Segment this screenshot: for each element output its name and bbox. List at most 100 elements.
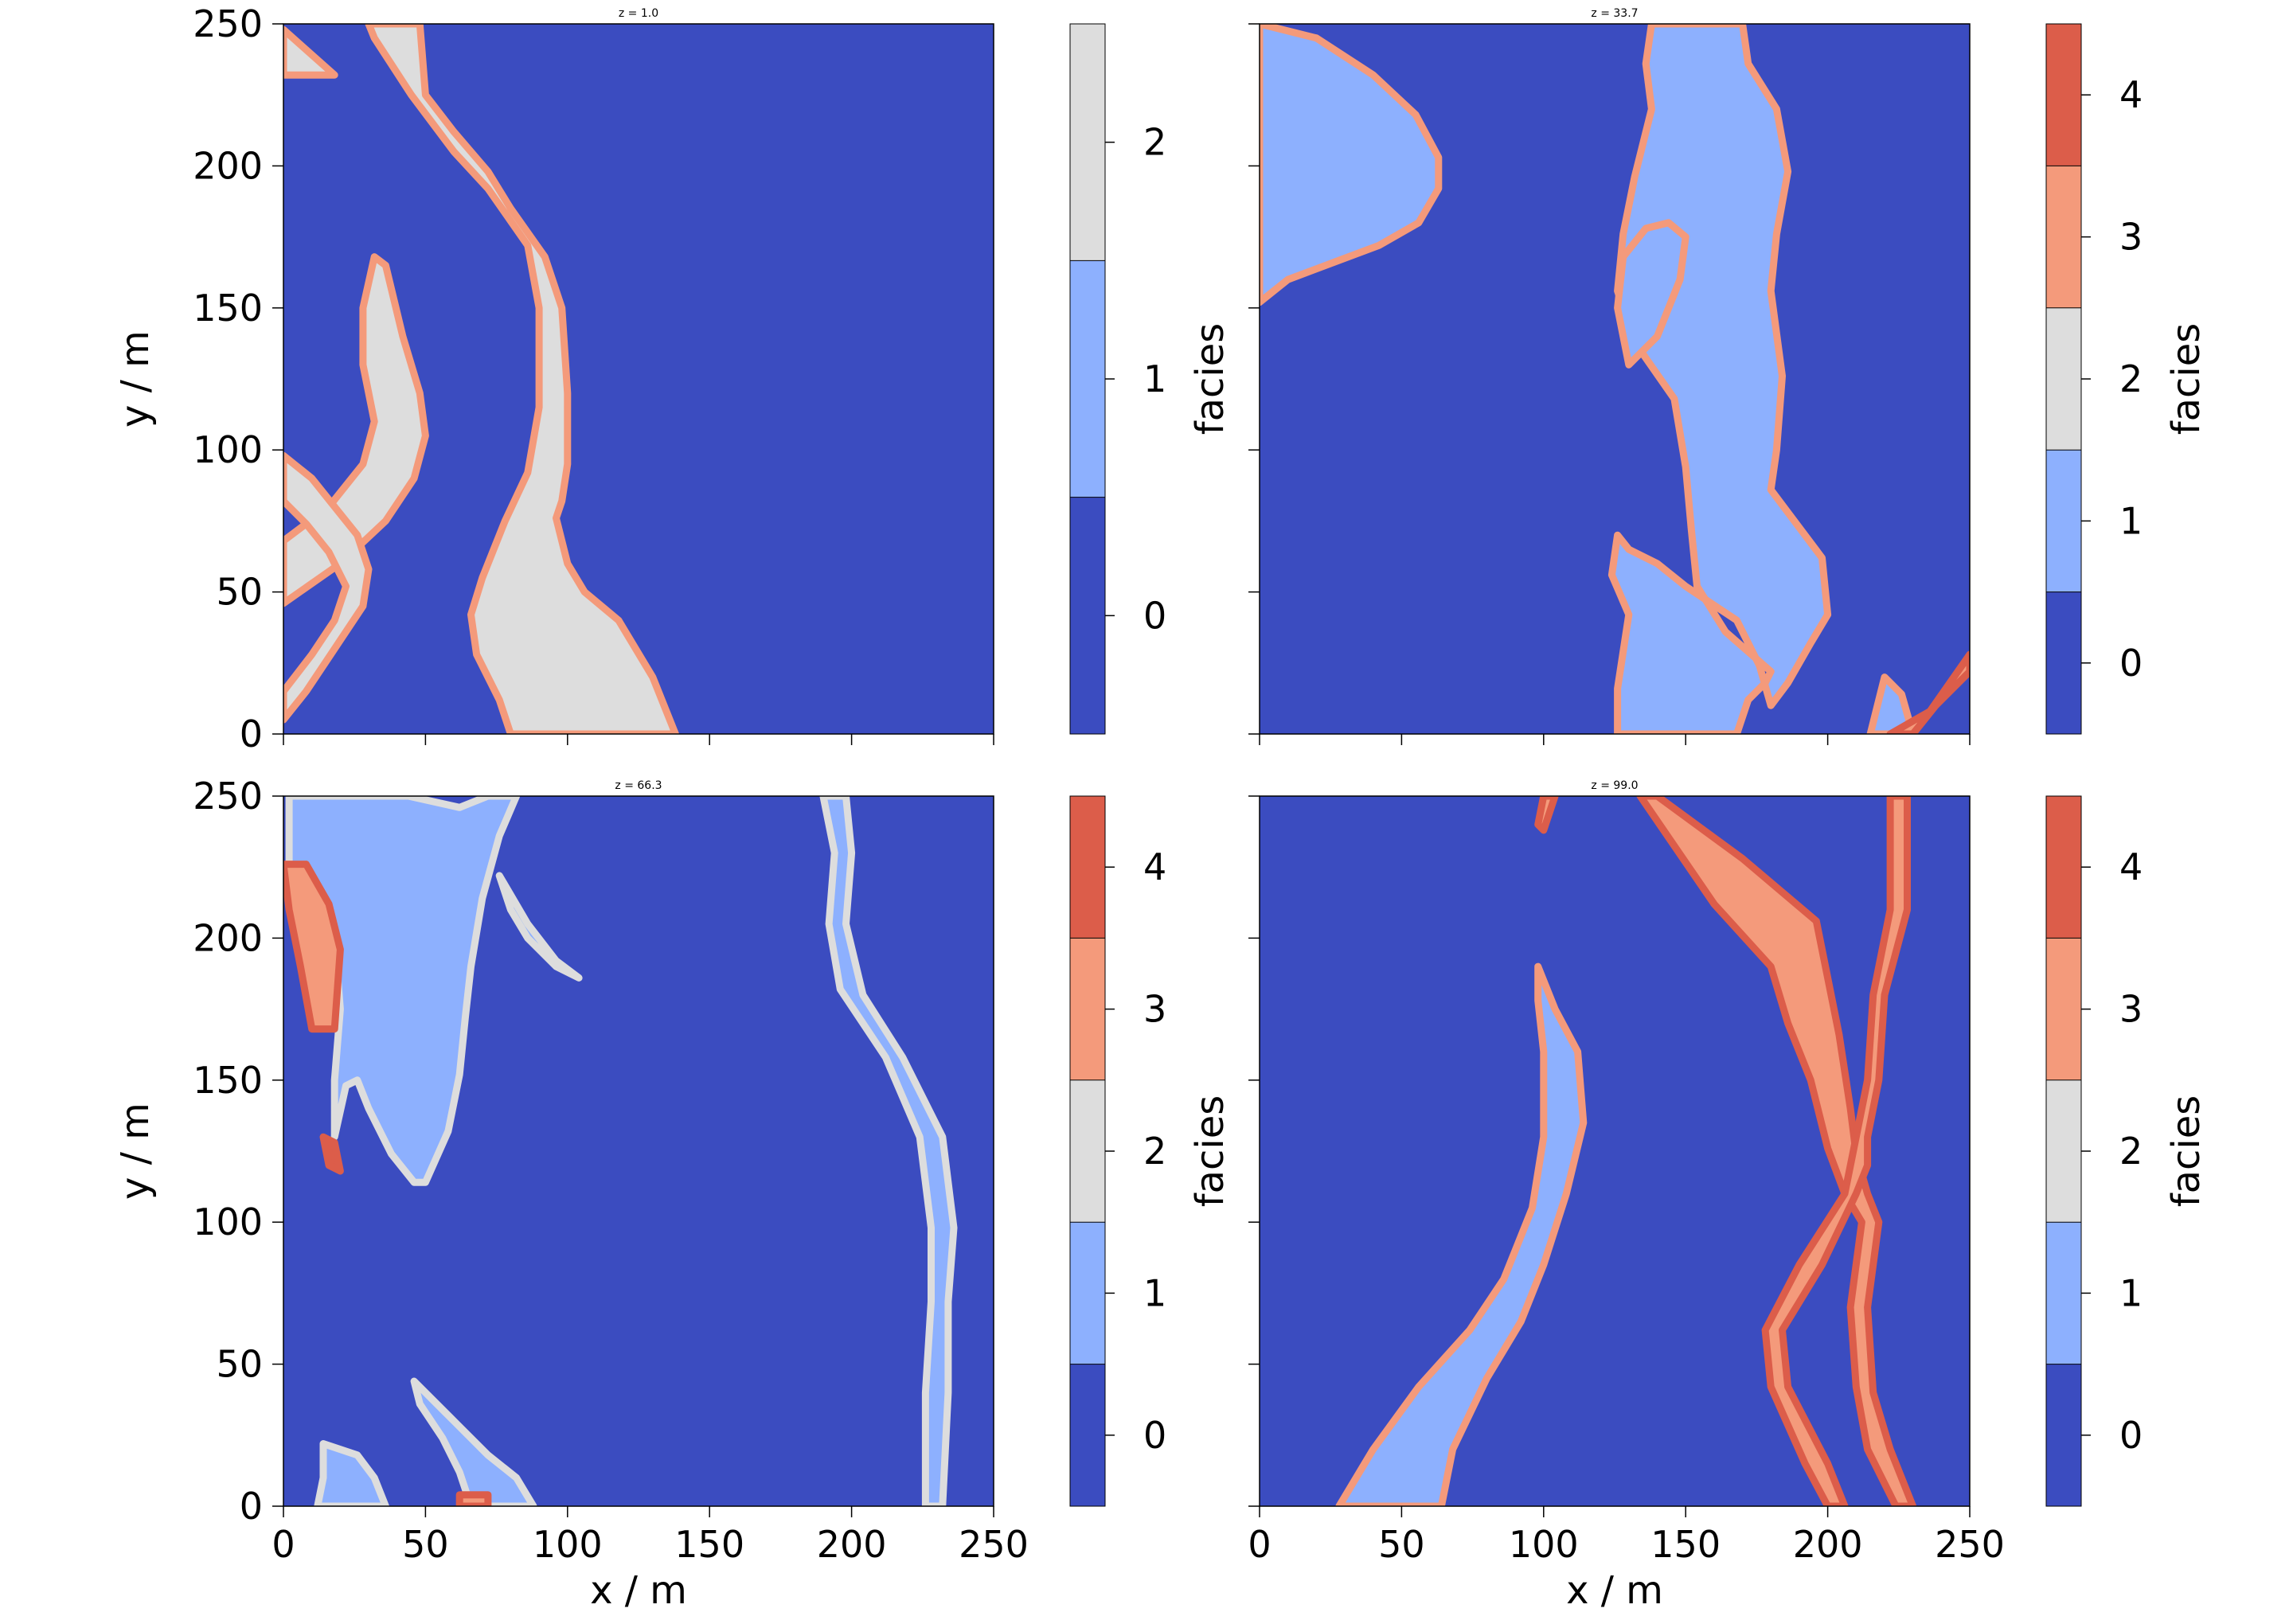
colorbar: 0 1 2 3 4 facies <box>2045 23 2209 735</box>
colorbar-frame <box>1069 23 1106 735</box>
facies-regions <box>283 796 958 1506</box>
colorbar-segment <box>2046 166 2081 308</box>
facies-body-1 <box>1335 962 1588 1506</box>
colorbar-segment <box>2046 796 2081 939</box>
colorbar-tick-label: 1 <box>2119 1271 2143 1314</box>
colorbar-segment <box>1070 796 1105 939</box>
x-axis-label: x / m <box>590 1568 687 1613</box>
plot-frame <box>1259 23 1971 735</box>
colorbar-segment <box>2046 938 2081 1080</box>
facies-body-6 <box>283 861 344 1033</box>
plot-frame <box>283 795 994 1507</box>
panel-title: z = 33.7 <box>1591 7 1638 20</box>
colorbar-segment <box>2046 1079 2081 1223</box>
facies-body-2 <box>1636 796 1917 1506</box>
facies-body-4 <box>283 451 373 724</box>
y-tick-label: 0 <box>240 712 263 755</box>
x-tick-label: 50 <box>402 1523 449 1566</box>
colorbar-segment <box>1070 938 1105 1080</box>
colorbar-segment <box>2046 1222 2081 1364</box>
facies-body-4 <box>1866 673 1917 734</box>
colorbar: 0 1 2 3 4 facies <box>2045 795 2209 1507</box>
y-tick-label: 0 <box>240 1485 263 1528</box>
facies-regions <box>283 24 679 734</box>
x-tick-label: 50 <box>1378 1523 1425 1566</box>
colorbar-tick-label: 2 <box>2119 357 2143 400</box>
colorbar-segment <box>1070 1222 1105 1364</box>
panel-title: z = 99.0 <box>1591 779 1638 792</box>
x-tick-label: 200 <box>817 1523 887 1566</box>
colorbar-segment <box>1070 1079 1105 1223</box>
colorbar-tick-label: 3 <box>2119 988 2143 1031</box>
facies-body-2 <box>365 24 679 734</box>
facies-body-3 <box>1614 219 1689 369</box>
colorbar-segment <box>2046 450 2081 592</box>
y-tick-label: 150 <box>193 1059 263 1102</box>
panel-title: z = 1.0 <box>619 7 658 20</box>
plot-frame <box>1259 795 1971 1507</box>
panel-2: z = 33.7 0 1 2 3 4 facies <box>1248 7 2209 745</box>
y-axis-label: y / m <box>113 330 158 427</box>
colorbar: 0 1 2 3 4 facies <box>1069 795 1232 1507</box>
facies-body-7 <box>319 1133 344 1175</box>
colorbar-tick-label: 0 <box>2119 1414 2143 1457</box>
panel-title: z = 66.3 <box>615 779 662 792</box>
facies-body-1 <box>283 25 338 79</box>
facies-body-2 <box>1607 24 1832 734</box>
colorbar-frame <box>1069 795 1106 1507</box>
x-tick-label: 150 <box>1650 1523 1721 1566</box>
x-tick-label: 100 <box>533 1523 603 1566</box>
y-tick-label: 150 <box>193 287 263 330</box>
facies-body-4 <box>410 1377 537 1506</box>
x-tick-label: 250 <box>1935 1523 2005 1566</box>
plot-frame <box>283 23 994 735</box>
colorbar-segment <box>2046 1364 2081 1506</box>
facies-body-3 <box>1761 796 1911 1506</box>
y-tick-label: 100 <box>193 1200 263 1243</box>
facies-body-3 <box>819 796 958 1506</box>
x-tick-label: 200 <box>1793 1523 1863 1566</box>
colorbar-tick-label: 1 <box>1143 357 1166 400</box>
facies-body-2 <box>495 872 583 982</box>
colorbar-segment <box>1070 497 1105 734</box>
colorbar-tick-label: 3 <box>2119 216 2143 259</box>
facies-regions <box>1335 796 1917 1506</box>
facies-body-4 <box>1534 796 1559 834</box>
panel-3: z = 66.3 0 50 100 150 200 250 0 50 100 150 200 250 x … <box>113 775 1232 1613</box>
colorbar-segment <box>2046 307 2081 451</box>
y-tick-label: 50 <box>216 571 263 614</box>
colorbar-tick-label: 4 <box>2119 73 2143 116</box>
colorbar-segment <box>1070 1364 1105 1506</box>
x-tick-label: 250 <box>959 1523 1029 1566</box>
facies-body-1 <box>1260 24 1443 306</box>
colorbar-tick-label: 0 <box>1143 594 1166 637</box>
colorbar-tick-label: 2 <box>1143 121 1166 164</box>
colorbar-tick-label: 0 <box>2119 642 2143 685</box>
facies-body-8 <box>455 1491 492 1506</box>
colorbar-tick-label: 1 <box>2119 499 2143 542</box>
colorbar-segment <box>2046 591 2081 734</box>
y-tick-label: 200 <box>193 916 263 959</box>
facies-regions <box>1260 24 1970 734</box>
colorbar-tick-label: 1 <box>1143 1271 1166 1314</box>
colorbar-segment <box>1070 260 1105 498</box>
colorbar-segment <box>1070 24 1105 261</box>
x-tick-label: 150 <box>674 1523 744 1566</box>
x-tick-label: 100 <box>1509 1523 1579 1566</box>
colorbar-label: facies <box>1188 323 1232 435</box>
facies-body-5 <box>1886 650 1970 734</box>
colorbar-tick-label: 4 <box>1143 845 1166 888</box>
panel-4: z = 99.0 0 50 100 150 200 250 x / m 0 1 2 3 4 facies <box>1248 779 2209 1613</box>
colorbar-tick-label: 2 <box>1143 1130 1166 1173</box>
colorbar-frame <box>2045 23 2082 735</box>
colorbar-frame <box>2045 795 2082 1507</box>
colorbar-tick-label: 2 <box>2119 1130 2143 1173</box>
y-tick-label: 50 <box>216 1343 263 1386</box>
colorbar-tick-label: 4 <box>2119 845 2143 888</box>
facies-body-5 <box>314 1440 389 1506</box>
x-tick-label: 0 <box>271 1523 295 1566</box>
x-axis-label: x / m <box>1566 1568 1663 1613</box>
colorbar-label: facies <box>2164 323 2209 435</box>
